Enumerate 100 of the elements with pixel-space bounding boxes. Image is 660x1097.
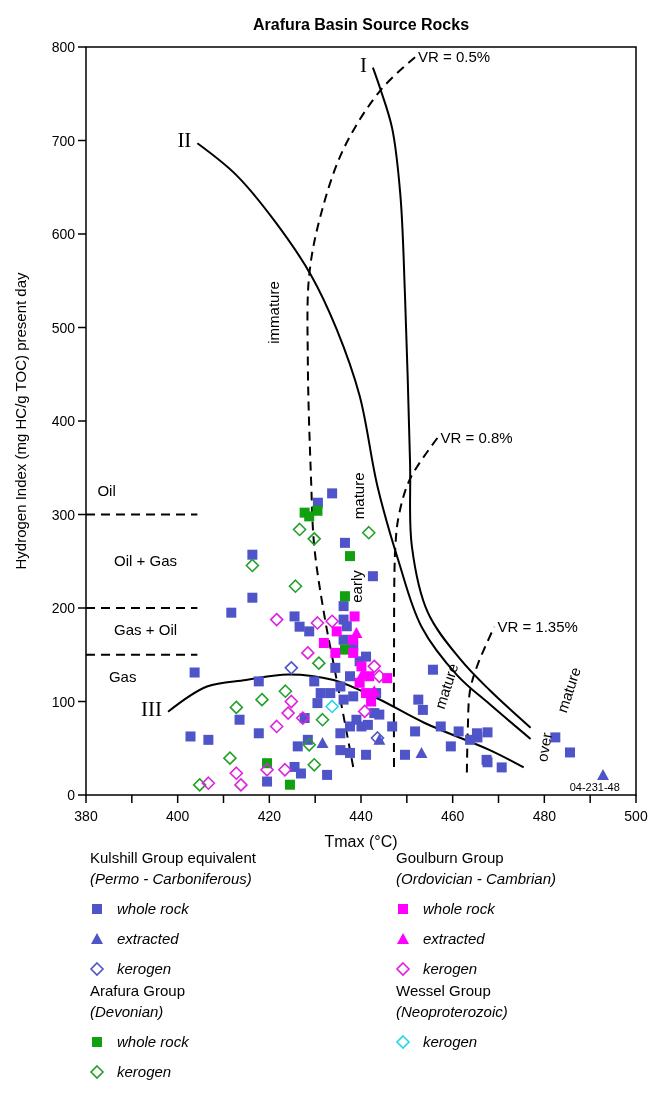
point	[281, 706, 295, 720]
legend-label: whole rock	[423, 900, 497, 917]
y-tick-label: 700	[51, 132, 76, 149]
point	[312, 505, 323, 516]
chart-title: Arafura Basin Source Rocks	[252, 16, 470, 33]
point	[361, 525, 376, 540]
point	[315, 712, 330, 727]
point	[330, 647, 341, 658]
point	[302, 737, 317, 752]
point	[354, 677, 365, 688]
y-tick-label: 400	[51, 413, 76, 429]
series-label: III	[141, 696, 163, 721]
y-tick-label: 100	[51, 693, 76, 710]
annotation: immature	[265, 281, 283, 344]
point	[356, 661, 367, 672]
point	[325, 699, 339, 714]
annotation: mature	[349, 472, 367, 520]
x-tick-label: 380	[74, 808, 98, 824]
point	[304, 511, 315, 522]
legend-label: whole rock	[117, 1033, 191, 1050]
point	[415, 746, 428, 758]
legend-label: extracted	[117, 930, 180, 947]
point	[295, 711, 310, 725]
point	[278, 684, 293, 699]
annotation: over	[533, 731, 556, 763]
point	[245, 558, 260, 573]
point	[310, 616, 325, 630]
y-axis-title: Hydrogen Index (mg HC/g TOC) present day	[12, 271, 29, 570]
point	[284, 694, 299, 709]
annotation: 04-231-48	[569, 781, 620, 794]
x-tick-label: 420	[257, 808, 282, 824]
point	[318, 637, 329, 648]
y-tick-label: 800	[51, 39, 76, 55]
point	[301, 646, 315, 660]
point	[223, 751, 237, 765]
point	[269, 719, 284, 734]
series-label: VR = 0.5%	[418, 48, 491, 66]
x-tick-label: 500	[624, 808, 648, 824]
annotation: mature	[430, 661, 462, 711]
series-label: VR = 1.35%	[497, 617, 578, 635]
x-tick-label: 460	[440, 808, 465, 824]
series-label: II	[177, 128, 192, 153]
legend-label: kerogen	[117, 1063, 172, 1080]
y-tick-label: 0	[67, 787, 76, 803]
annotation: Oil + Gas	[114, 552, 178, 570]
y-tick-label: 200	[51, 600, 76, 616]
point	[366, 696, 377, 707]
point	[284, 779, 295, 790]
point	[597, 768, 609, 780]
point	[331, 626, 342, 637]
text: (Permo - Carboniferous)	[90, 870, 252, 887]
x-axis-title: Tmax (°C)	[324, 833, 398, 850]
legend-label: kerogen	[117, 960, 172, 977]
text: (Devonian)	[90, 1003, 164, 1020]
text: Kulshill Group equivalent	[90, 849, 257, 866]
annotation: mature	[553, 664, 584, 715]
point	[316, 737, 329, 749]
y-tick-label: 600	[51, 226, 76, 242]
point	[269, 612, 284, 627]
legend-label: kerogen	[423, 1033, 478, 1050]
y-tick-label: 500	[51, 319, 76, 336]
text: (Neoproterozoic)	[396, 1003, 508, 1020]
legend-label: extracted	[423, 930, 486, 947]
point	[307, 532, 322, 546]
point	[372, 669, 387, 684]
point	[201, 776, 216, 791]
annotation: Gas + Oil	[114, 621, 178, 639]
point	[348, 647, 359, 658]
point	[192, 778, 207, 792]
point	[278, 762, 292, 777]
x-tick-label: 440	[349, 808, 373, 824]
legend-label: kerogen	[423, 960, 478, 977]
annotation: early	[348, 569, 366, 603]
point	[307, 758, 322, 772]
x-tick-label: 400	[165, 808, 190, 824]
point	[312, 656, 326, 670]
point	[357, 704, 372, 719]
point	[339, 591, 350, 602]
legend-label: whole rock	[117, 900, 191, 917]
point	[229, 766, 244, 781]
point	[325, 614, 339, 629]
point	[292, 522, 307, 537]
point	[345, 551, 355, 562]
text: Arafura Group	[90, 982, 186, 999]
point	[288, 579, 303, 594]
series-label: I	[359, 52, 367, 77]
annotation: Oil	[97, 482, 116, 500]
point	[349, 611, 360, 622]
annotation: Gas	[108, 668, 137, 686]
text: Goulburn Group	[396, 849, 504, 866]
x-tick-label: 480	[532, 808, 557, 824]
y-tick-label: 300	[51, 506, 76, 523]
point	[229, 700, 244, 715]
point	[255, 692, 269, 707]
text: Wessel Group	[396, 982, 491, 999]
point	[367, 659, 382, 674]
point	[234, 778, 248, 792]
series-label: VR = 0.8%	[440, 428, 513, 446]
point	[284, 661, 299, 675]
point	[260, 762, 274, 777]
